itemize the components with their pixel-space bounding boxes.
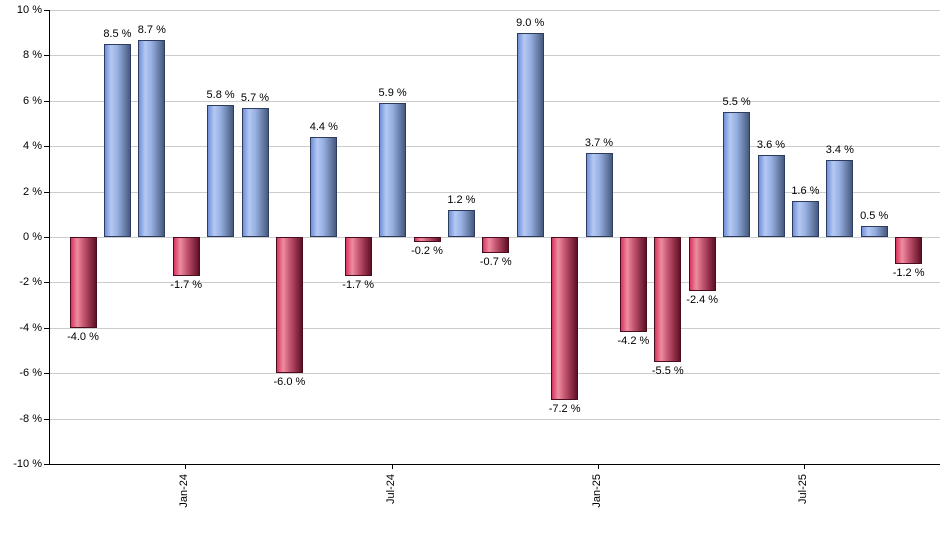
bar-may-25: [723, 112, 751, 237]
bar-nov-23: [103, 44, 131, 237]
y-axis-tick-label: 8 %: [23, 49, 42, 62]
gridline: [50, 191, 940, 193]
bar-jun-24: [344, 237, 372, 276]
bar-value-label: 8.7 %: [137, 23, 166, 36]
bar-value-label: 1.2 %: [447, 193, 476, 206]
bar-sep-25: [860, 225, 888, 237]
bar-oct-25: [895, 237, 923, 265]
x-axis-tick: [598, 464, 599, 469]
gridline: [50, 10, 940, 11]
bar-value-label: 5.9 %: [378, 87, 407, 100]
y-axis-tick-label: 6 %: [23, 94, 42, 107]
y-axis-tick: [44, 282, 49, 284]
y-axis-tick: [44, 100, 49, 102]
y-axis-tick-label: -2 %: [19, 276, 42, 289]
bar-sep-24: [447, 209, 475, 237]
bar-value-label: -1.7 %: [170, 278, 203, 291]
bar-oct-23: [69, 237, 97, 328]
gridline: [50, 327, 940, 329]
x-axis-tick-label: Jan-24: [178, 470, 212, 508]
bar-jun-25: [757, 155, 785, 237]
x-axis-tick-label-text: Jul-25: [797, 474, 810, 504]
bar-value-label: -7.2 %: [548, 403, 581, 416]
x-axis-tick-label-text: Jan-24: [178, 474, 191, 508]
bar-value-label: -1.2 %: [892, 267, 925, 280]
bar-apr-24: [275, 237, 303, 374]
bar-value-label: 3.7 %: [584, 137, 614, 149]
bar-mar-24: [241, 107, 269, 237]
bar-oct-24: [482, 237, 510, 253]
gridline: [50, 418, 940, 420]
bar-jan-24: [172, 237, 200, 276]
y-axis-tick: [44, 373, 49, 375]
bar-value-label: 3.6 %: [756, 139, 786, 152]
y-axis-tick-label: 0 %: [23, 231, 42, 243]
bar-mar-25: [654, 237, 682, 362]
bar-apr-25: [688, 237, 716, 292]
bar-aug-24: [413, 237, 441, 242]
bar-value-label: 9.0 %: [516, 16, 545, 29]
bar-dec-23: [138, 39, 166, 237]
y-axis-tick: [44, 10, 49, 11]
bar-feb-25: [619, 237, 647, 333]
bar-value-label: 8.5 %: [103, 28, 132, 41]
gridline: [50, 100, 940, 102]
bar-value-label: 1.6 %: [791, 184, 820, 197]
bar-may-24: [310, 137, 338, 237]
y-axis-tick: [44, 464, 49, 465]
bar-dec-24: [551, 237, 579, 401]
y-axis-tick-label: -4 %: [19, 321, 42, 334]
bar-value-label: 0.5 %: [860, 209, 889, 222]
bar-value-label: 5.8 %: [206, 89, 235, 102]
x-axis-tick: [185, 464, 187, 469]
bar-jul-24: [379, 103, 407, 237]
x-axis-tick-label: Jul-24: [385, 470, 415, 504]
bar-value-label: 4.4 %: [309, 121, 338, 134]
y-axis-tick: [44, 418, 49, 420]
bar-value-label: -4.2 %: [617, 335, 650, 348]
y-axis-tick: [44, 327, 49, 329]
x-axis-tick: [804, 464, 806, 469]
y-axis-tick-label: 4 %: [23, 140, 42, 153]
bar-value-label: -5.5 %: [651, 364, 684, 377]
y-axis-tick-label: 10 %: [16, 4, 42, 16]
y-axis-tick: [44, 146, 49, 148]
x-axis-tick-label: Jul-25: [797, 470, 827, 504]
x-axis-tick-label-text: Jan-25: [591, 474, 603, 508]
bar-value-label: 3.4 %: [825, 143, 854, 156]
bar-value-label: 5.7 %: [240, 91, 270, 104]
y-axis-tick: [44, 191, 49, 193]
bar-value-label: -4.0 %: [67, 330, 99, 343]
bar-value-label: 5.5 %: [722, 96, 751, 109]
plot-area: -4.0 % 8.5 % 8.7 % -1.7 % 5.8 % 5.7 % -6.0 % 4.…: [49, 10, 940, 465]
y-axis-tick-label: -6 %: [19, 367, 42, 380]
y-axis-tick-label: -8 %: [19, 412, 42, 425]
bar-jul-25: [791, 200, 819, 237]
bar-feb-24: [207, 105, 235, 237]
bar-value-label: -1.7 %: [342, 278, 375, 291]
bar-nov-24: [516, 32, 544, 237]
gridline: [50, 282, 940, 284]
bar-value-label: -0.2 %: [411, 244, 443, 257]
y-axis-tick-label: 2 %: [23, 185, 42, 198]
x-axis-tick-label: Jan-25: [591, 470, 625, 508]
bar-jan-25: [585, 153, 613, 237]
y-axis-tick: [44, 55, 49, 57]
x-axis-tick-label-text: Jul-24: [384, 474, 397, 504]
y-axis-tick-label: -10 %: [13, 458, 42, 470]
gridline: [50, 373, 940, 375]
bar-aug-25: [826, 159, 854, 237]
bar-value-label: -6.0 %: [273, 376, 306, 389]
gridline: [50, 55, 940, 57]
y-axis-tick: [44, 237, 49, 238]
gridline: [50, 146, 940, 148]
x-axis-tick: [391, 464, 393, 469]
bar-value-label: -2.4 %: [686, 294, 719, 307]
bar-value-label: -0.7 %: [479, 255, 512, 268]
